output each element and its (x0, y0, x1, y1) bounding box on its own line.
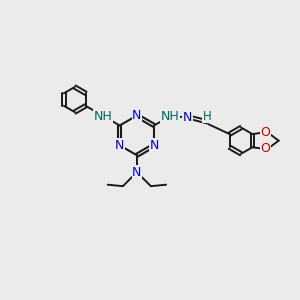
Text: O: O (261, 126, 271, 139)
Text: N: N (132, 166, 142, 179)
Text: H: H (203, 110, 212, 122)
Text: N: N (132, 109, 142, 122)
Text: NH: NH (161, 110, 180, 122)
Text: N: N (115, 139, 124, 152)
Text: N: N (149, 139, 159, 152)
Text: O: O (261, 142, 271, 155)
Text: N: N (183, 111, 192, 124)
Text: NH: NH (94, 110, 113, 122)
